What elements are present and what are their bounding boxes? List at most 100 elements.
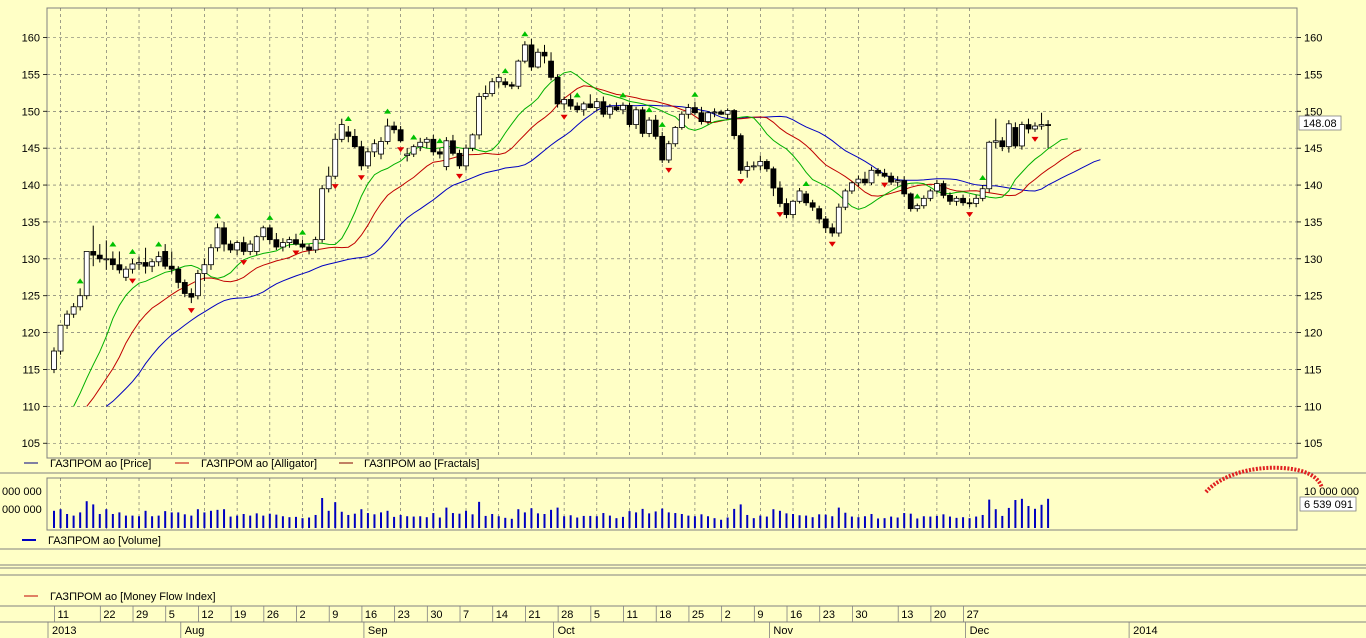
- volume-panel[interactable]: 000 000 000 000 10 000 000 6 539 091 ГАЗ…: [0, 465, 1366, 547]
- candle: [633, 106, 639, 129]
- y-tick-right-135: 135: [1304, 217, 1322, 229]
- date-tick: 28: [561, 609, 573, 621]
- candle: [443, 137, 450, 171]
- candle: [1038, 112, 1045, 130]
- price-panel[interactable]: 105 110 115 120 125 130 135 140 145 150 155 160 105…: [22, 7, 1342, 459]
- candle: [351, 128, 358, 149]
- candle: [620, 102, 626, 115]
- fractal-up: [913, 193, 921, 199]
- candle: [175, 266, 182, 289]
- candle: [286, 236, 293, 248]
- fractal-down: [966, 212, 974, 218]
- y-tick-left-160: 160: [22, 33, 40, 45]
- candle: [253, 235, 260, 256]
- candle: [835, 203, 842, 237]
- fractal-up: [521, 31, 529, 37]
- price-legend: ГАЗПРОМ ао [Price] ГАЗПРОМ ао [Alligator…: [24, 458, 479, 470]
- candle: [149, 258, 156, 273]
- candle: [260, 225, 267, 241]
- candle: [194, 269, 201, 300]
- alligator-teeth: [86, 85, 1081, 407]
- fractal-down: [737, 178, 745, 184]
- y-tick-left-150: 150: [22, 106, 40, 118]
- candle: [914, 203, 921, 212]
- candle: [777, 181, 783, 208]
- fractal-up: [501, 68, 509, 74]
- fractal-up: [344, 116, 352, 122]
- candle: [312, 236, 319, 253]
- y-tick-left-140: 140: [22, 180, 40, 192]
- candle: [803, 190, 809, 206]
- candle: [227, 240, 234, 253]
- last-price-label: 148.08: [1303, 118, 1337, 130]
- candle: [279, 238, 286, 252]
- price-plot-area: [46, 7, 1298, 459]
- date-tick: 2: [300, 609, 306, 621]
- candle: [273, 233, 280, 250]
- y-tick-right-105: 105: [1304, 438, 1322, 450]
- candle: [103, 240, 110, 270]
- candle: [567, 94, 574, 110]
- candle: [678, 111, 685, 130]
- candle: [391, 121, 397, 134]
- candle: [136, 256, 142, 270]
- candle: [319, 185, 326, 243]
- candle: [796, 188, 803, 204]
- y-tick-right-125: 125: [1304, 291, 1322, 303]
- candle: [469, 133, 476, 152]
- price-grid: [47, 8, 1297, 458]
- date-tick: 14: [496, 609, 508, 621]
- candle: [535, 48, 541, 69]
- mfi-panel[interactable]: ГАЗПРОМ ао [Money Flow Index]: [24, 591, 216, 603]
- candle: [266, 224, 273, 245]
- y-tick-right-145: 145: [1304, 143, 1322, 155]
- panel-separators: [0, 548, 1366, 576]
- candle: [423, 137, 430, 149]
- candles: [51, 38, 1051, 374]
- candle: [548, 52, 554, 81]
- y-tick-left-115: 115: [22, 364, 40, 376]
- candle: [718, 109, 724, 115]
- date-ticks: 11 22 29 5 12 19 26 2 9 16 23 30 7 14 21 28 5 11 18 25 2 9 16 2…: [54, 606, 979, 622]
- date-tick: 27: [967, 609, 979, 621]
- fractal-up: [109, 241, 117, 247]
- y-tick-right-115: 115: [1304, 364, 1322, 376]
- y-tick-right-110: 110: [1304, 401, 1322, 413]
- candle: [842, 188, 849, 211]
- date-tick: 30: [430, 609, 442, 621]
- candle: [600, 96, 607, 118]
- legend-alligator: ГАЗПРОМ ао [Alligator]: [201, 458, 317, 470]
- y-tick-right-130: 130: [1304, 254, 1322, 266]
- candle: [966, 198, 973, 208]
- candle: [430, 134, 437, 156]
- fractal-up: [128, 248, 136, 254]
- fractal-up: [573, 92, 581, 98]
- fractal-up: [619, 92, 627, 98]
- candle: [1032, 122, 1038, 132]
- candle: [51, 347, 57, 374]
- legend-volume: ГАЗПРОМ ао [Volume]: [48, 535, 161, 547]
- month-label: Aug: [185, 625, 205, 637]
- candle: [90, 225, 97, 267]
- fractal-up: [155, 241, 163, 247]
- y-tick-left-110: 110: [22, 401, 40, 413]
- candle: [188, 288, 195, 304]
- candle: [64, 310, 70, 329]
- candle: [816, 205, 823, 224]
- candle: [521, 41, 528, 64]
- candle: [476, 92, 483, 140]
- candle: [482, 85, 489, 100]
- fractal-down: [187, 308, 195, 314]
- date-tick: 25: [692, 609, 704, 621]
- candle: [724, 108, 731, 119]
- candle: [371, 139, 378, 158]
- candle: [868, 166, 875, 186]
- candle: [901, 176, 908, 197]
- fractal-up: [410, 134, 418, 140]
- candle: [234, 240, 241, 256]
- fractal-down: [240, 260, 248, 266]
- candle: [973, 194, 980, 208]
- candle: [450, 134, 456, 156]
- candle: [613, 102, 620, 112]
